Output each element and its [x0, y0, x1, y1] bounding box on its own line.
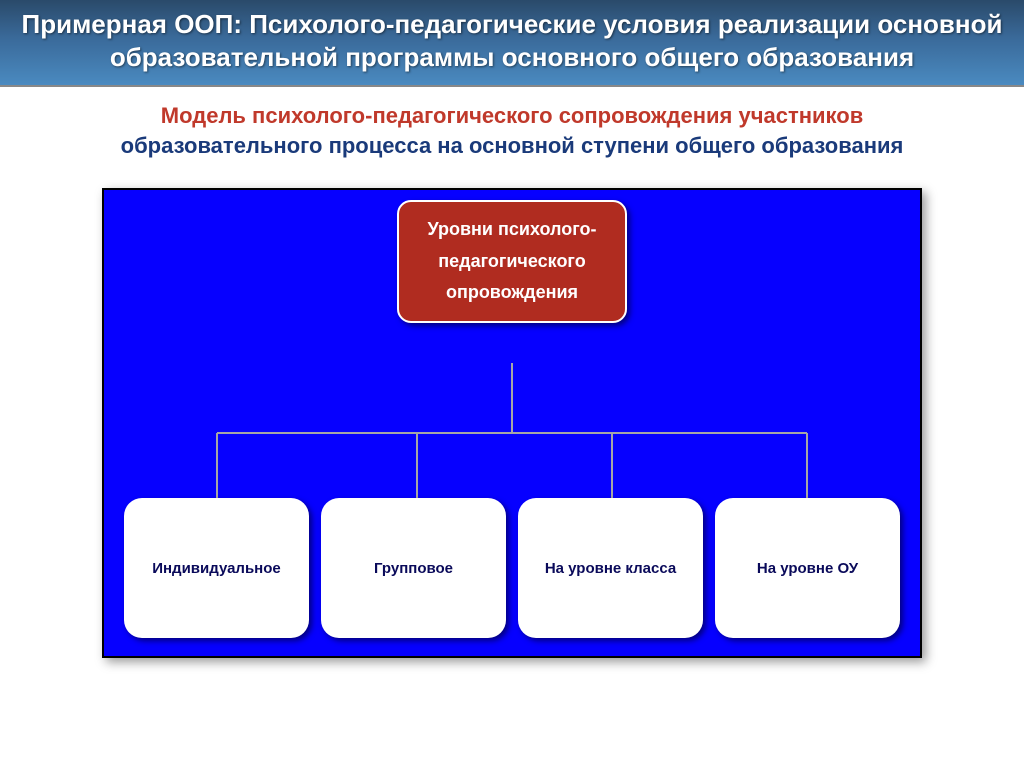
subtitle: Модель психолого-педагогического сопрово…	[0, 101, 1024, 160]
subtitle-line-2: образовательного процесса на основной ст…	[121, 133, 904, 158]
header-bar: Примерная ООП: Психолого-педагогические …	[0, 0, 1024, 87]
subtitle-line-1: Модель психолого-педагогического сопрово…	[161, 103, 863, 128]
tree-leaf-node: На уровне ОУ	[715, 498, 900, 638]
diagram: Уровни психолого-педагогического опровож…	[102, 188, 922, 658]
tree-leaf-node: Групповое	[321, 498, 506, 638]
tree-leaf-node: Индивидуальное	[124, 498, 309, 638]
page-title: Примерная ООП: Психолого-педагогические …	[20, 8, 1004, 73]
tree-leaf-node: На уровне класса	[518, 498, 703, 638]
tree-root-node: Уровни психолого-педагогического опровож…	[397, 200, 627, 323]
tree-leaf-row: ИндивидуальноеГрупповоеНа уровне классаН…	[102, 498, 922, 638]
